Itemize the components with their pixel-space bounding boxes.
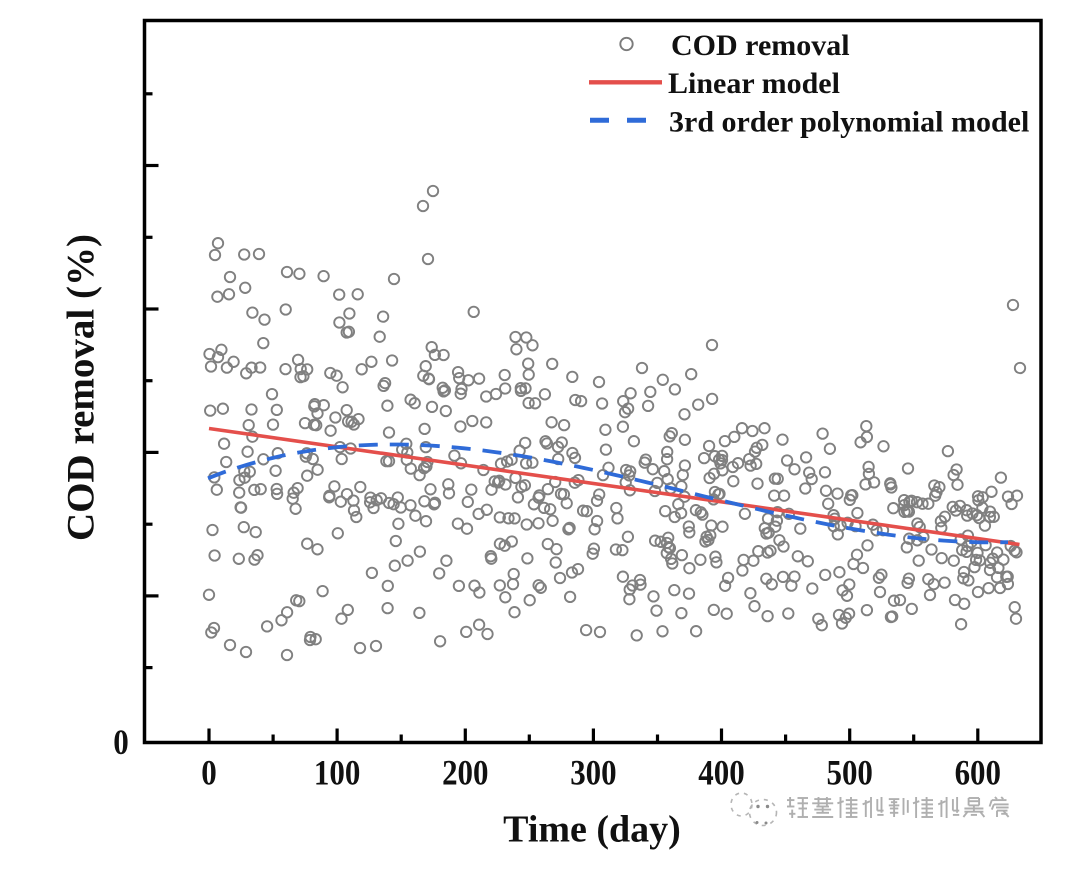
svg-text:300: 300 [570,753,616,793]
svg-text:0: 0 [113,722,129,762]
svg-text:100: 100 [314,753,360,793]
svg-text:500: 500 [827,753,873,793]
svg-text:600: 600 [955,753,1001,793]
svg-text:COD removal: COD removal [671,29,850,62]
svg-text:200: 200 [442,753,488,793]
svg-text:0: 0 [201,753,217,793]
svg-text:3rd order polynomial model: 3rd order polynomial model [669,106,1029,139]
svg-text:COD removal (%): COD removal (%) [60,234,103,541]
svg-text:400: 400 [698,753,744,793]
svg-text:Time (day): Time (day) [503,808,681,850]
svg-text:Linear model: Linear model [668,67,840,100]
